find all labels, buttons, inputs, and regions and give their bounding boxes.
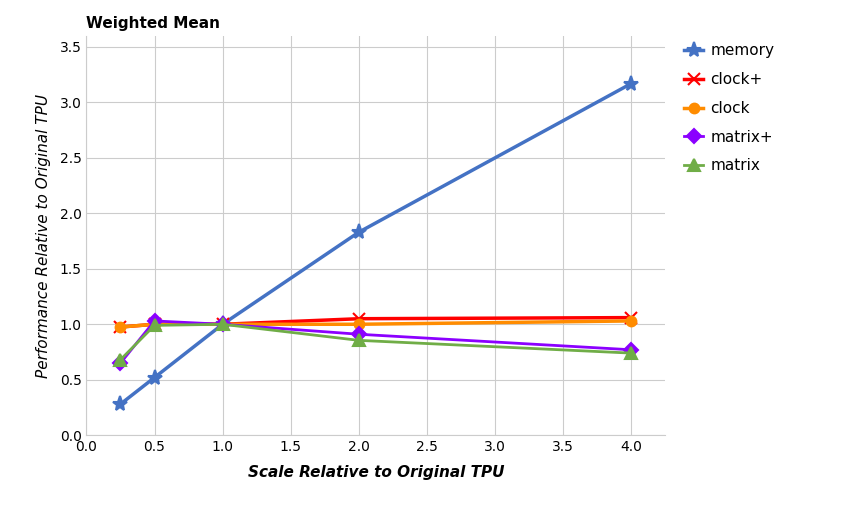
matrix+ xyxy=(626,347,637,353)
Line: clock+: clock+ xyxy=(115,312,637,333)
matrix xyxy=(353,337,364,344)
clock+ xyxy=(626,314,637,321)
Line: matrix+: matrix+ xyxy=(116,316,636,368)
matrix+ xyxy=(353,331,364,337)
clock+ xyxy=(218,321,228,327)
clock xyxy=(218,321,228,327)
Line: matrix: matrix xyxy=(115,318,637,366)
matrix+ xyxy=(149,318,160,324)
memory xyxy=(115,401,125,407)
Text: Weighted Mean: Weighted Mean xyxy=(86,15,220,31)
matrix xyxy=(115,357,125,363)
clock xyxy=(149,321,160,327)
Y-axis label: Performance Relative to Original TPU: Performance Relative to Original TPU xyxy=(36,94,51,377)
X-axis label: Scale Relative to Original TPU: Scale Relative to Original TPU xyxy=(248,465,504,480)
clock+ xyxy=(353,315,364,322)
clock+ xyxy=(115,324,125,330)
Legend: memory, clock+, clock, matrix+, matrix: memory, clock+, clock, matrix+, matrix xyxy=(684,44,774,174)
memory xyxy=(149,374,160,380)
matrix+ xyxy=(218,321,228,327)
matrix xyxy=(218,321,228,327)
matrix+ xyxy=(115,360,125,366)
matrix xyxy=(626,350,637,356)
memory xyxy=(353,229,364,236)
Line: memory: memory xyxy=(113,76,638,412)
Line: clock: clock xyxy=(116,316,636,332)
clock xyxy=(353,321,364,327)
matrix xyxy=(149,323,160,329)
memory xyxy=(218,321,228,327)
clock xyxy=(115,324,125,330)
clock+ xyxy=(149,321,160,327)
clock xyxy=(626,318,637,324)
memory xyxy=(626,80,637,87)
